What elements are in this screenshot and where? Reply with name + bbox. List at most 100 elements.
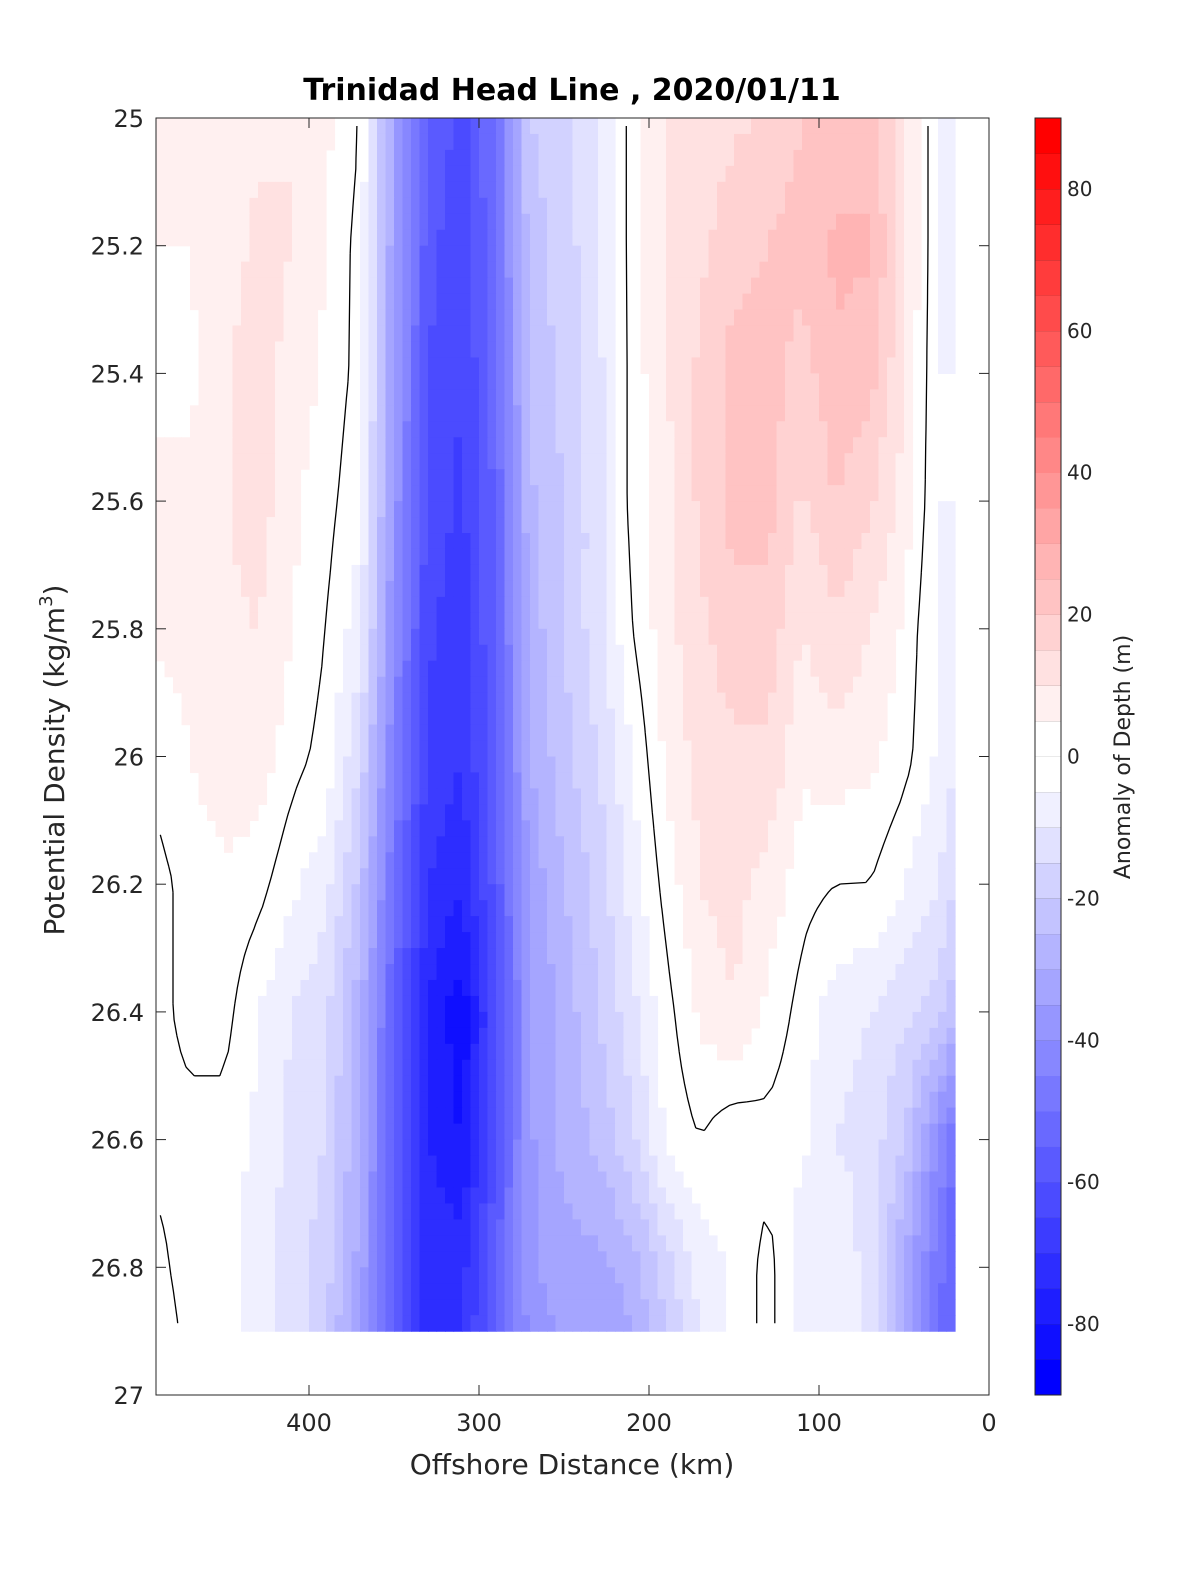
heatmap-cell [785,389,795,406]
heatmap-cell [419,469,429,486]
heatmap-cell [198,548,208,566]
heatmap-cell [895,1171,905,1189]
heatmap-cell [496,261,506,279]
heatmap-cell [742,405,752,422]
heatmap-cell [870,533,880,550]
heatmap-cell [419,1059,429,1077]
heatmap-cell [904,501,914,518]
heatmap-cell [445,229,455,247]
heatmap-cell [249,197,259,215]
heatmap-cell [538,1123,548,1141]
heatmap-cell [385,548,395,566]
heatmap-cell [598,676,608,694]
heatmap-cell [717,245,727,263]
heatmap-cell [207,421,217,438]
heatmap-cell [530,325,540,343]
heatmap-cell [445,213,455,231]
heatmap-cell [487,644,497,662]
heatmap-cell [258,501,268,518]
heatmap-cell [394,548,404,566]
heatmap-cell [190,453,200,470]
heatmap-cell [402,836,412,853]
heatmap-cell [844,1171,854,1189]
heatmap-cell [309,964,319,981]
heatmap-cell [377,708,387,726]
heatmap-cell [785,453,795,470]
heatmap-cell [929,1027,939,1045]
heatmap-cell [411,469,421,486]
heatmap-cell [504,548,514,566]
heatmap-cell [394,341,404,359]
heatmap-cell [241,772,251,790]
heatmap-cell [708,820,718,837]
heatmap-cell [360,501,370,518]
heatmap-cell [666,485,676,502]
heatmap-cell [224,836,234,853]
heatmap-cell [895,133,905,151]
heatmap-cell [878,373,888,390]
heatmap-cell [258,389,268,406]
heatmap-cell [606,676,616,694]
heatmap-cell [385,229,395,247]
heatmap-cell [385,1123,395,1141]
heatmap-cell [615,1091,625,1109]
heatmap-cell [564,756,574,774]
heatmap-cell [555,916,565,933]
heatmap-cell [377,293,387,311]
heatmap-cell [360,836,370,853]
heatmap-cell [929,964,939,981]
heatmap-cell [181,453,191,470]
heatmap-cell [589,341,599,359]
heatmap-cell [606,1091,616,1109]
heatmap-cell [394,596,404,614]
heatmap-cell [819,213,829,231]
heatmap-cell [249,213,259,231]
heatmap-cell [351,1187,361,1205]
heatmap-cell [615,900,625,917]
heatmap-cell [844,628,854,646]
heatmap-cell [343,772,353,790]
heatmap-cell [649,580,659,598]
heatmap-cell [802,229,812,247]
heatmap-cell [368,596,378,614]
heatmap-cell [487,1027,497,1045]
heatmap-cell [776,628,786,646]
heatmap-cell [555,979,565,997]
heatmap-cell [513,1027,523,1045]
heatmap-cell [657,293,667,311]
heatmap-cell [861,1059,871,1077]
heatmap-cell [198,772,208,790]
heatmap-cell [708,453,718,470]
heatmap-cell [224,788,234,805]
heatmap-cell [810,1155,820,1173]
heatmap-cell [555,229,565,247]
heatmap-cell [402,485,412,502]
heatmap-cell [402,1075,412,1093]
heatmap-cell [878,501,888,518]
heatmap-cell [156,612,166,630]
heatmap-cell [555,1075,565,1093]
heatmap-cell [878,485,888,502]
heatmap-cell [819,1171,829,1189]
heatmap-cell [368,1107,378,1125]
heatmap-cell [810,708,820,726]
heatmap-cell [547,405,557,422]
heatmap-cell [547,596,557,614]
heatmap-cell [411,453,421,470]
heatmap-cell [870,995,880,1013]
heatmap-cell [292,245,302,263]
heatmap-cell [445,884,455,901]
heatmap-cell [555,868,565,885]
heatmap-cell [946,229,956,247]
heatmap-cell [674,485,684,502]
heatmap-cell [402,564,412,582]
heatmap-cell [241,628,251,646]
heatmap-cell [572,564,582,582]
heatmap-cell [394,213,404,231]
heatmap-cell [751,325,761,343]
heatmap-cell [283,533,293,550]
heatmap-cell [938,1123,948,1141]
heatmap-cell [300,118,310,135]
heatmap-cell [904,181,914,199]
heatmap-cell [479,1059,489,1077]
